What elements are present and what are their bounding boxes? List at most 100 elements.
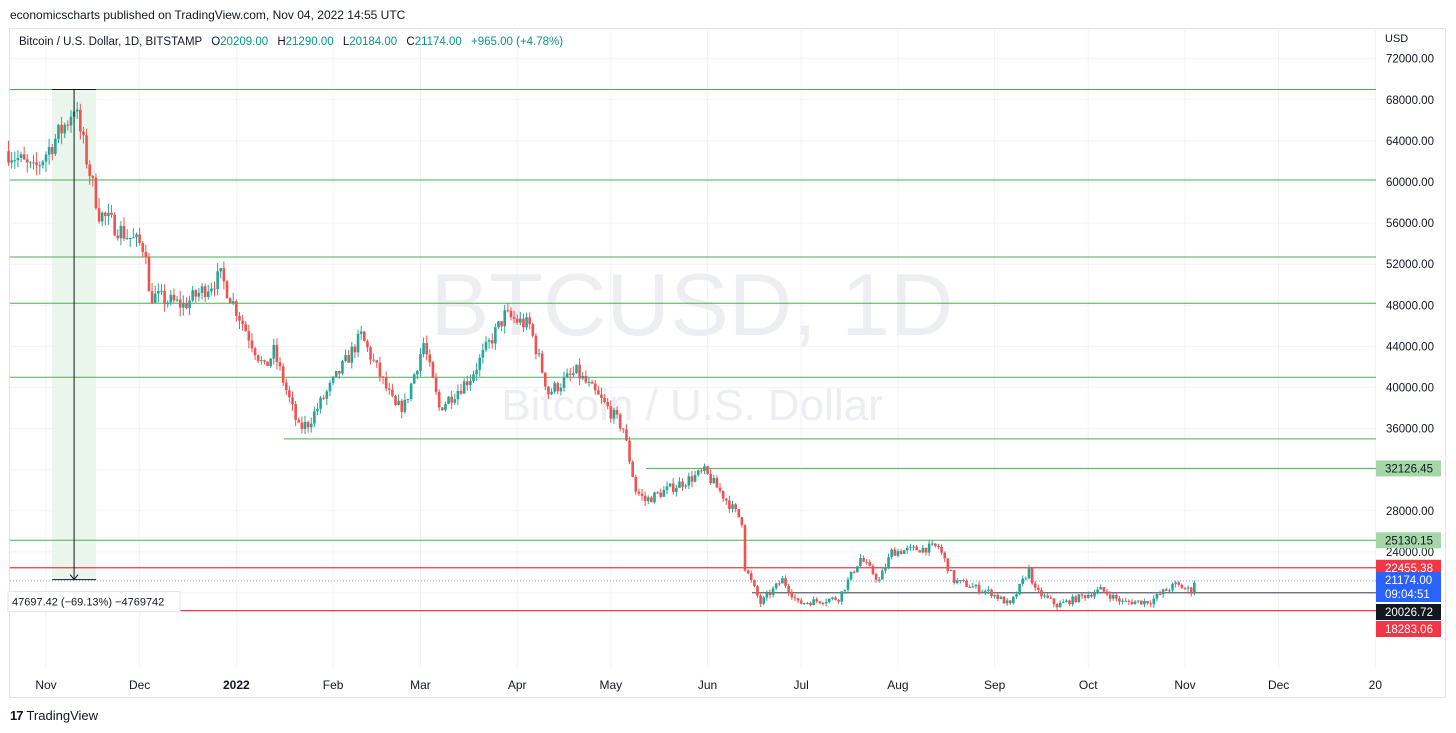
candle-body — [509, 310, 513, 318]
candle-body — [597, 390, 600, 395]
candle-body — [347, 354, 350, 363]
candle-body — [1146, 600, 1149, 604]
candle-body — [519, 318, 522, 323]
watermark: BTCUSD, 1D Bitcoin / U.S. Dollar — [430, 255, 953, 430]
candle-body — [194, 290, 198, 297]
candle-body — [1152, 598, 1156, 605]
candle-body — [372, 359, 375, 361]
candle-body — [453, 399, 457, 403]
price-label-box — [1376, 532, 1441, 549]
candle-body — [316, 408, 319, 412]
candle-body — [590, 381, 594, 384]
y-tick-label: 44000.00 — [1386, 341, 1434, 353]
candle-body — [66, 124, 70, 126]
candle-body — [1065, 600, 1068, 602]
candle-body — [550, 391, 553, 395]
candle-body — [178, 299, 182, 308]
candle-body — [831, 597, 834, 599]
candle-body — [319, 397, 322, 409]
y-tick-label: 40000.00 — [1386, 383, 1434, 395]
candle-body — [1080, 594, 1084, 596]
candle-body — [812, 599, 815, 606]
candle-body — [366, 341, 369, 348]
candle-body — [771, 588, 775, 596]
candle-body — [1108, 594, 1112, 599]
candle-body — [522, 318, 525, 328]
candle-body — [1027, 567, 1031, 579]
measure-label-box — [7, 591, 181, 613]
candle-body — [416, 370, 419, 375]
candle-body — [1008, 600, 1012, 604]
candle-body — [247, 331, 251, 341]
candle-body — [1077, 594, 1081, 602]
candle-body — [665, 486, 669, 491]
candle-body — [437, 391, 441, 408]
price-label: 21174.00 — [1385, 575, 1432, 587]
candle-body — [952, 570, 956, 583]
candle-body — [581, 375, 585, 379]
candle-body — [700, 470, 703, 472]
candle-body — [222, 268, 226, 282]
candle-body — [25, 159, 29, 163]
candle-body — [1102, 587, 1106, 592]
candle-body — [1164, 589, 1168, 591]
y-tick-label: 24000.00 — [1386, 547, 1434, 559]
candle-body — [696, 470, 700, 475]
x-tick-label: Dec — [129, 678, 150, 692]
candle-body — [1058, 602, 1062, 608]
candle-body — [444, 403, 447, 411]
candle-body — [843, 589, 847, 592]
candle-body — [97, 208, 101, 222]
candle-body — [275, 344, 279, 363]
candle-body — [406, 398, 410, 400]
candle-body — [728, 500, 731, 510]
candle-body — [1183, 588, 1187, 590]
y-tick-label: 72000.00 — [1386, 54, 1434, 66]
candle-body — [881, 570, 884, 580]
candle-body — [419, 354, 422, 371]
candle-body — [684, 485, 688, 487]
candle-body — [575, 364, 578, 374]
candle-body — [175, 299, 179, 301]
candle-body — [824, 601, 828, 604]
candle-body — [216, 271, 219, 290]
candle-body — [1096, 589, 1099, 594]
candle-body — [940, 546, 943, 553]
candle-body — [1024, 578, 1028, 580]
candle-body — [968, 586, 971, 588]
candle-body — [250, 340, 254, 349]
candles — [7, 100, 1196, 611]
candle-body — [634, 476, 638, 492]
candle-body — [328, 382, 332, 392]
price-label: 20026.72 — [1385, 607, 1433, 619]
candle-body — [974, 584, 978, 587]
candle-body — [646, 497, 650, 501]
candle-body — [210, 288, 213, 292]
candle-body — [703, 466, 706, 472]
candle-body — [1083, 595, 1087, 598]
candle-body — [818, 601, 822, 604]
candle-body — [1186, 587, 1190, 589]
candle-body — [160, 290, 163, 292]
candle-body — [693, 474, 697, 482]
candle-body — [1171, 583, 1174, 591]
candle-body — [653, 492, 656, 503]
candle-body — [762, 597, 766, 604]
candle-body — [787, 585, 790, 593]
candle-body — [1177, 582, 1181, 585]
candle-body — [718, 487, 722, 491]
candle-body — [856, 566, 859, 573]
candle-body — [284, 382, 288, 391]
candle-body — [1140, 600, 1143, 605]
candle-body — [871, 565, 875, 575]
x-tick-label: May — [599, 678, 622, 692]
candle-body — [837, 599, 840, 602]
candle-body — [334, 370, 338, 377]
candle-body — [562, 377, 566, 388]
candle-body — [724, 498, 728, 501]
price-label: 32126.45 — [1385, 463, 1433, 475]
x-tick-label: Oct — [1079, 678, 1098, 692]
candle-body — [930, 543, 934, 545]
candle-body — [862, 557, 865, 562]
